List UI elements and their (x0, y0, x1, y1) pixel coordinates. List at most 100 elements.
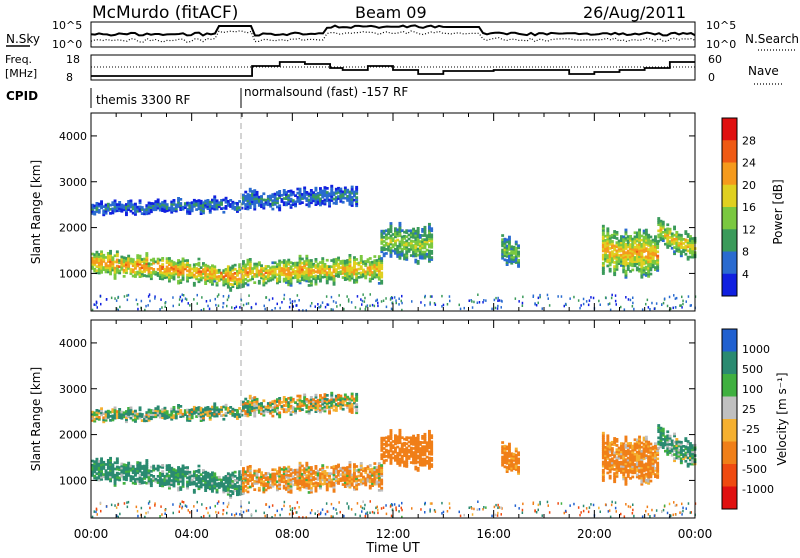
ground-scatter-cell (377, 299, 379, 302)
echo-cell (684, 230, 687, 233)
ground-scatter-cell (183, 294, 185, 297)
ground-scatter-cell (231, 306, 233, 309)
echo-cell (344, 187, 347, 190)
echo-cell (430, 457, 433, 460)
echo-cell (249, 258, 252, 261)
echo-cell (260, 264, 263, 267)
ground-scatter-cell (590, 296, 592, 299)
echo-cell (139, 462, 142, 465)
echo-cell (271, 208, 274, 211)
echo-cell (193, 489, 196, 492)
ground-scatter-cell (189, 304, 191, 307)
power-cbar-swatch (722, 185, 737, 208)
ground-scatter-cell (357, 295, 359, 298)
echo-cell (649, 480, 652, 483)
echo-cell (247, 284, 250, 287)
power-cbar-swatch (722, 207, 737, 230)
echo-cell (198, 258, 201, 261)
ground-scatter-cell (539, 294, 541, 297)
echo-cell (355, 258, 358, 261)
ground-scatter-cell (197, 294, 199, 297)
echo-cell (305, 462, 308, 465)
echo-cell (629, 442, 632, 445)
ground-scatter-cell (367, 304, 369, 307)
power-cbar-tick-label: 20 (742, 179, 756, 192)
ground-scatter-cell (549, 304, 551, 307)
ground-scatter-cell (326, 295, 328, 298)
echo-cell (310, 466, 313, 469)
echo-cell (616, 237, 619, 240)
echo-cell (417, 260, 420, 263)
ground-scatter-cell (679, 304, 681, 307)
ground-scatter-cell (654, 308, 656, 311)
ground-scatter-cell (564, 305, 566, 308)
echo-cell (258, 487, 261, 490)
power-cbar-tick-label: 12 (742, 223, 756, 236)
echo-cell (260, 471, 263, 474)
echo-cell (299, 255, 302, 258)
ground-scatter-cell (633, 308, 635, 311)
echo-cell (258, 468, 261, 471)
echo-cell (360, 472, 363, 475)
ground-scatter-cell (370, 293, 372, 296)
echo-cell (278, 190, 281, 193)
ground-scatter-cell (236, 306, 238, 309)
ground-scatter-cell (533, 296, 535, 299)
echo-cell (132, 258, 135, 261)
echo-cell (234, 471, 237, 474)
ground-scatter-cell (248, 302, 250, 305)
echo-cell (684, 253, 687, 256)
echo-cell (669, 228, 672, 231)
echo-cell (315, 258, 318, 261)
echo-cell (152, 268, 155, 271)
echo-cell (299, 462, 302, 465)
echo-cell (625, 229, 628, 232)
ground-scatter-cell (598, 300, 600, 303)
ground-scatter-cell (386, 306, 388, 309)
ground-scatter-cell (579, 307, 581, 310)
ground-scatter-cell (460, 308, 462, 311)
echo-cell (611, 447, 614, 450)
echo-cell (213, 265, 216, 268)
echo-cell (244, 191, 247, 194)
echo-cell (501, 441, 504, 444)
ground-scatter-cell (586, 300, 588, 303)
echo-cell (258, 261, 261, 264)
noise-sky-line (91, 25, 695, 35)
ground-scatter-cell (318, 306, 320, 309)
echo-cell (369, 257, 372, 260)
ground-scatter-cell (346, 295, 348, 298)
ground-scatter-cell (565, 303, 567, 306)
echo-cell (355, 196, 358, 199)
ground-scatter-cell (207, 305, 209, 308)
echo-cell (139, 199, 142, 202)
ground-scatter-cell (215, 304, 217, 307)
echo-cell (428, 430, 431, 433)
echo-cell (430, 234, 433, 237)
echo-cell (249, 188, 252, 191)
echo-cell (337, 464, 340, 467)
ground-scatter-cell (600, 304, 602, 307)
echo-cell (625, 436, 628, 439)
echo-cell (517, 244, 520, 247)
ground-scatter-cell (473, 301, 475, 304)
ground-scatter-cell (495, 307, 497, 310)
ground-scatter-cell (385, 297, 387, 300)
ground-scatter-cell (114, 297, 116, 300)
ground-scatter-cell (111, 297, 113, 300)
ground-scatter-cell (127, 299, 129, 302)
echo-cell (602, 262, 605, 265)
ground-scatter-cell (369, 305, 371, 308)
echo-cell (657, 217, 660, 220)
echo-cell (355, 186, 358, 189)
ground-scatter-cell (518, 300, 520, 303)
echo-cell (161, 257, 164, 260)
ground-scatter-cell (137, 303, 139, 306)
echo-cell (134, 203, 137, 206)
ground-scatter-cell (206, 300, 208, 303)
ground-scatter-cell (100, 295, 102, 298)
echo-cell (287, 466, 290, 469)
ground-scatter-cell (494, 299, 496, 302)
freq-left-tick-bottom: 8 (66, 71, 73, 84)
echo-cell (301, 201, 304, 204)
